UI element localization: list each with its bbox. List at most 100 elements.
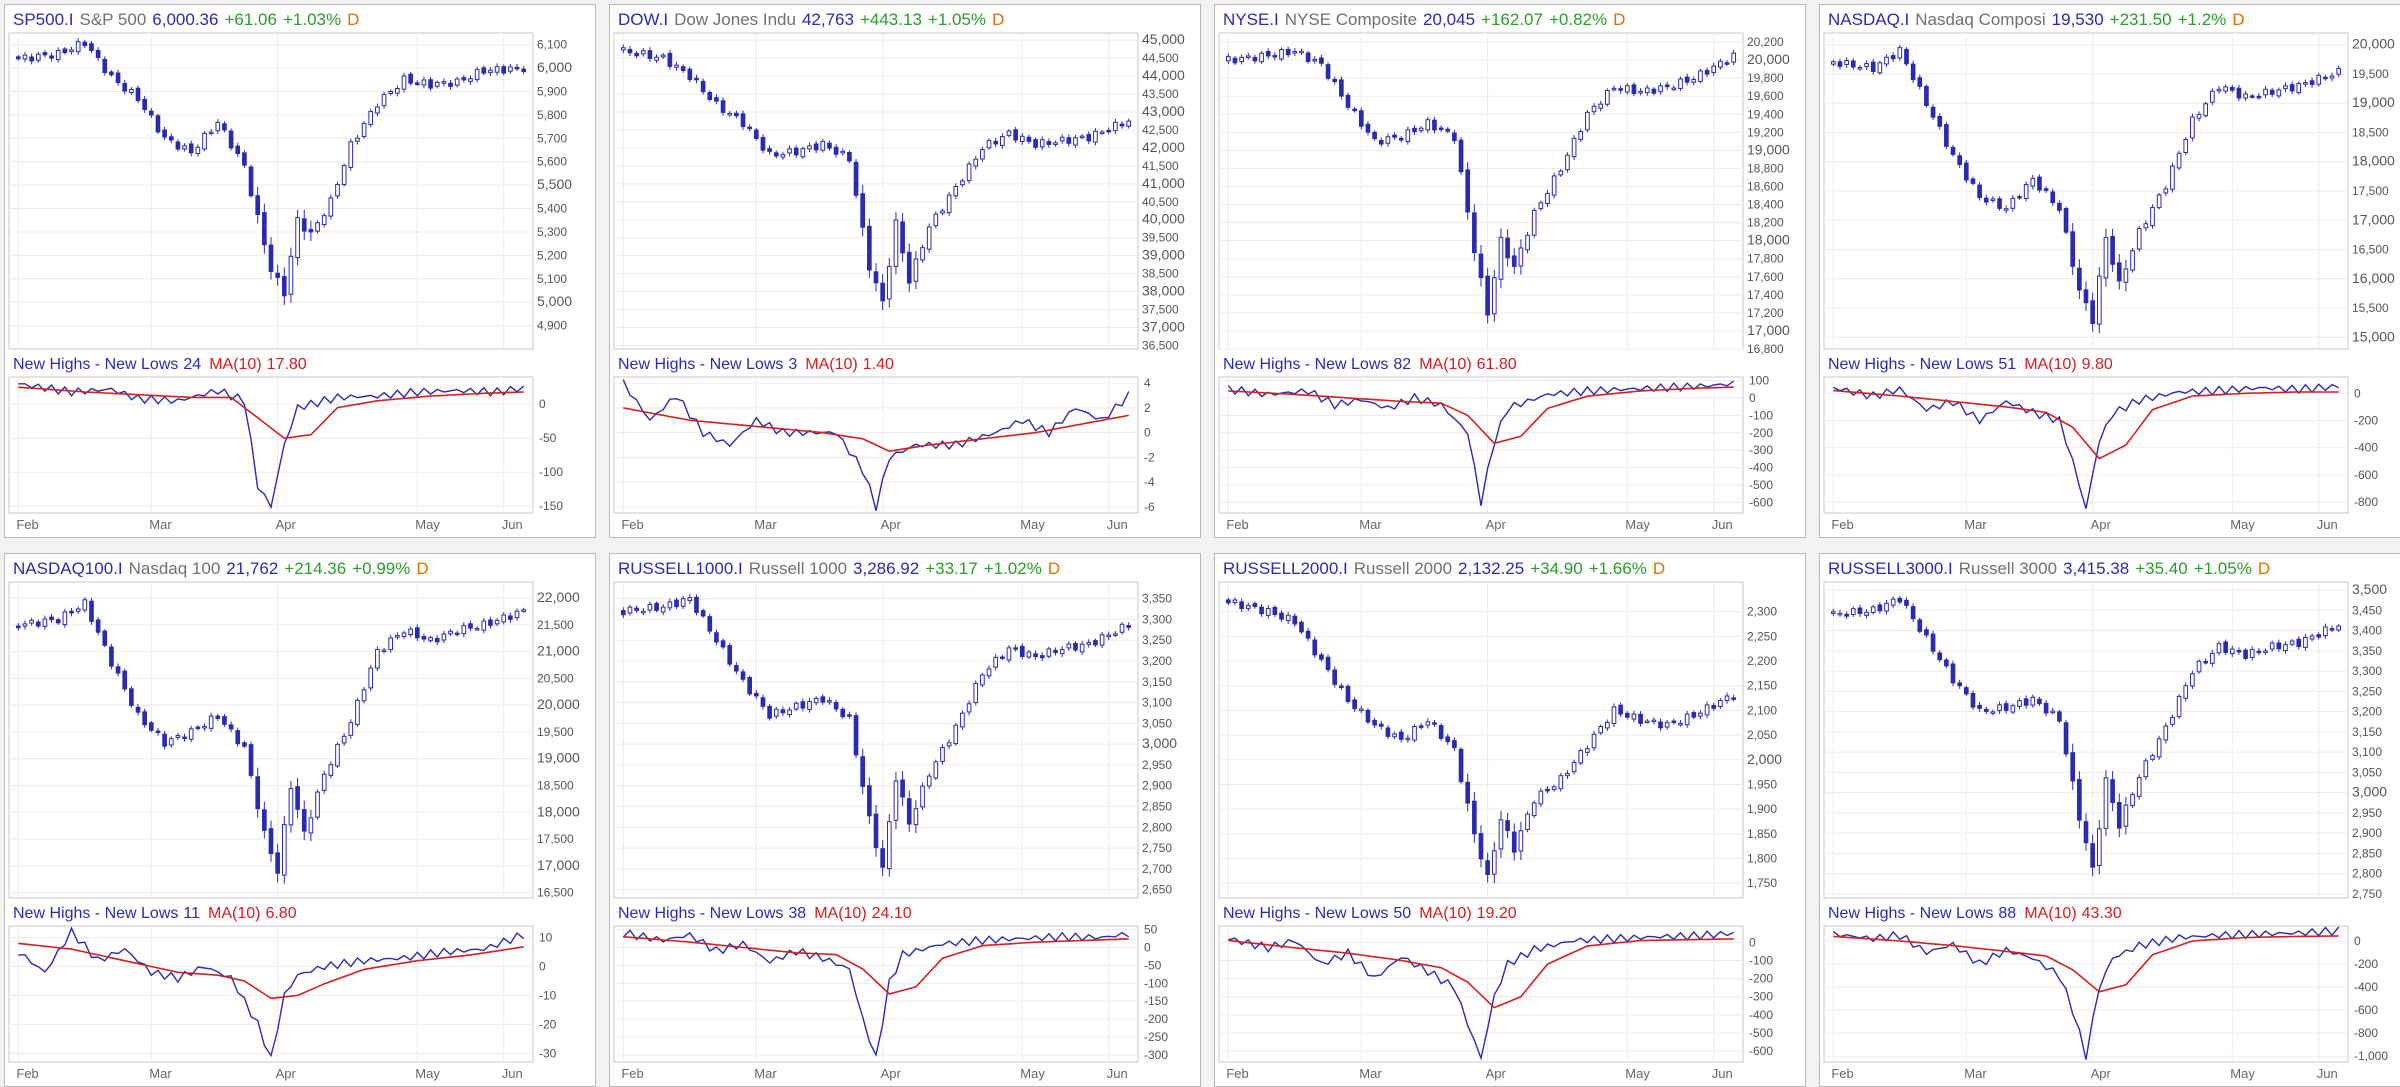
indicator-tick-label: -800 [2354,495,2378,509]
chart-canvas: 6,100 6,000 5,900 5,800 5,700 5,600 5,500 5,400… [8,32,572,532]
candle [2116,254,2122,290]
candle [1365,121,1371,136]
candle [1252,601,1258,609]
month-label: Apr [276,517,297,532]
candle [1857,65,1863,72]
candle [1252,54,1258,64]
candle [1491,841,1497,884]
candle [1319,54,1324,67]
price-tick-label: 3,450 [2352,603,2382,617]
price-tick-label: 3,150 [1142,675,1172,689]
indicator-value: 3 [788,356,798,373]
price-tick-label: 20,000 [1747,51,1790,67]
candle [1877,60,1883,75]
candle [335,181,340,199]
candle [1126,118,1132,129]
candle [1585,745,1590,756]
indicator-tick-label: 50 [1144,923,1158,937]
candle [853,712,859,759]
candle [813,696,819,706]
ma-label: MA(10) [2024,905,2077,922]
candle [1505,229,1510,267]
month-label: May [1020,1066,1045,1081]
candle [694,594,699,616]
candle [1259,51,1264,64]
chart-panel-dowi[interactable]: DOW.I Dow Jones Indu 42,763 +443.13 +1.05% D 4… [609,4,1201,538]
chart-panel-nysei[interactable]: NYSE.I NYSE Composite 20,045 +162.07 +0.82% D… [1214,4,1806,538]
price-tick-label: 18,400 [1747,198,1784,212]
candle [1372,717,1377,728]
candle [2236,84,2242,102]
candle [2289,639,2295,647]
candle [208,712,214,732]
month-label: Feb [621,517,643,532]
candle [461,622,467,638]
candle [1664,81,1670,91]
candle [434,635,440,646]
candle [620,44,626,54]
price-tick-label: 43,000 [1142,103,1185,119]
candle [2017,194,2022,200]
candle [1704,67,1710,78]
chart-panel-nasdaqi[interactable]: NASDAQ.I Nasdaq Composi 19,530 +231.50 +1.2%… [1819,4,2400,538]
price-tick-label: 4,900 [537,319,567,333]
candle [395,85,400,97]
candle [215,119,221,135]
candle [913,800,919,834]
price-tick-label: 2,150 [1747,679,1777,693]
candle [168,736,174,748]
candle [142,95,147,113]
candle [62,47,68,55]
candle [674,597,679,609]
candle [1531,207,1537,238]
candle [634,50,639,59]
candle [1950,660,1956,687]
candle [654,54,659,64]
candle [381,647,387,654]
candle [1545,786,1550,794]
candle [268,236,274,280]
candle [1352,106,1357,113]
candle [474,66,480,83]
candle [1983,706,1989,715]
candle [1079,133,1085,140]
candle [315,789,320,820]
chart-panel-nasdaq100i[interactable]: NASDAQ100.I Nasdaq 100 21,762 +214.36 +0.99%… [4,553,596,1087]
price-tick-label: 18,600 [1747,179,1784,193]
candle [940,744,945,765]
indicator-header: New Highs - New Lows 51 MA(10) 9.80 [1828,355,2113,375]
candle [847,711,852,719]
candle [920,782,925,811]
period-label: D [2232,10,2245,29]
candle [175,139,181,152]
candle [2023,181,2029,202]
candle [102,56,108,76]
candle [1904,597,1909,609]
chart-panel-russell3000i[interactable]: RUSSELL3000.I Russell 3000 3,415.38 +35.40 +… [1819,553,2400,1087]
price-tick-label: 3,500 [2352,581,2387,597]
candle [2156,735,2162,760]
indicator-tick-label: -100 [539,465,563,479]
month-label: Apr [2091,1066,2112,1081]
last-price: 21,762 [226,559,279,578]
chart-panel-russell2000i[interactable]: RUSSELL2000.I Russell 2000 2,132.25 +34.90 +… [1214,553,1806,1087]
candle [1558,772,1564,792]
candle [660,603,666,616]
indicator-tick-label: -30 [539,1046,557,1060]
candle [408,71,413,86]
candle [82,39,88,49]
chart-canvas: 22,000 21,500 21,000 20,500 20,000 19,500 19,0… [8,581,580,1081]
price-tick-label: 17,500 [2352,184,2389,198]
month-label: May [1020,517,1045,532]
indicator-header: New Highs - New Lows 82 MA(10) 61.80 [1223,355,1517,375]
chart-panel-sp500i[interactable]: SP500.I S&P 500 6,000.36 +61.06 +1.03% D 6,100… [4,4,596,538]
candle [1285,46,1291,58]
indicator-tick-label: 0 [1749,935,1756,949]
candle [1119,622,1125,635]
chart-panel-russell1000i[interactable]: RUSSELL1000.I Russell 1000 3,286.92 +33.17 +… [609,553,1201,1087]
indicator-label: New Highs - New Lows [1828,356,1994,373]
candle [2323,623,2328,640]
candle [1079,640,1085,656]
candle [627,604,633,616]
indicator-tick-label: 100 [1749,373,1769,387]
